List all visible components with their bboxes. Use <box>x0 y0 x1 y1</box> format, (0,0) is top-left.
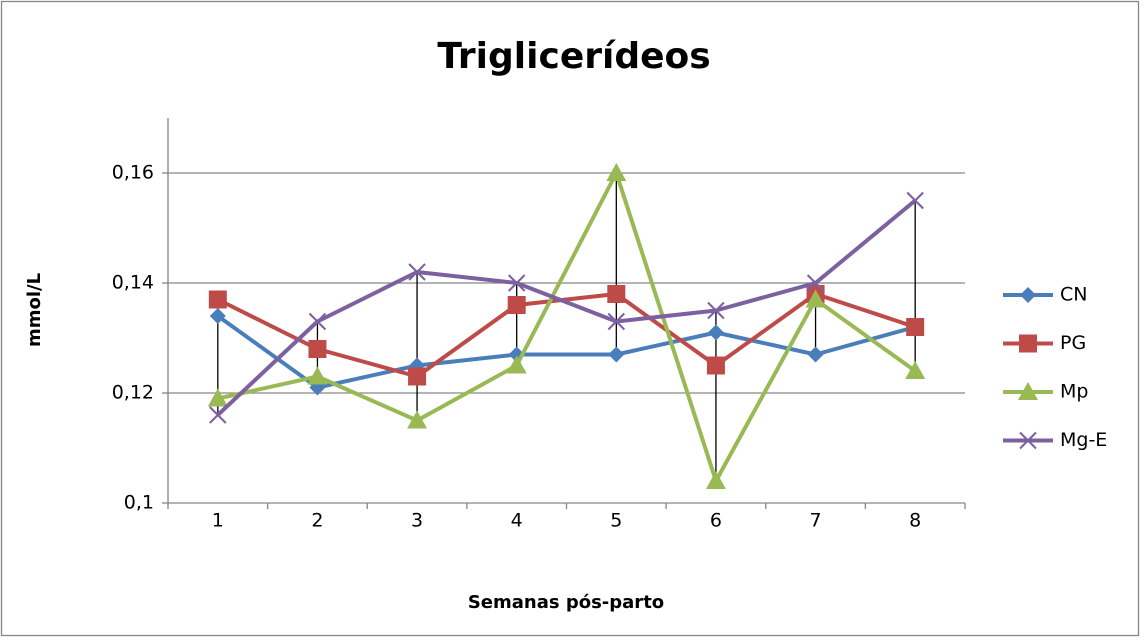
data-point <box>707 324 724 341</box>
series-line <box>216 198 917 417</box>
legend-label: Mp <box>1060 381 1088 403</box>
data-point <box>507 296 526 314</box>
legend-label: PG <box>1060 332 1086 354</box>
data-point <box>705 471 726 489</box>
chart-title: Triglicerídeos <box>437 36 710 77</box>
x-axis-title: Semanas pós-parto <box>468 592 664 613</box>
data-point <box>407 410 428 429</box>
data-point <box>207 388 228 407</box>
data-point <box>308 312 327 331</box>
data-point <box>408 367 427 386</box>
y-tick-label: 0,1 <box>124 492 154 514</box>
y-axis-title: mmol/L <box>24 273 45 347</box>
data-point <box>608 346 625 363</box>
data-point <box>906 191 924 210</box>
y-tick-label: 0,16 <box>112 162 154 184</box>
data-point <box>707 301 725 320</box>
data-point <box>906 318 925 336</box>
legend-label: CN <box>1060 284 1087 306</box>
data-point <box>209 406 227 424</box>
x-tick-label: 2 <box>311 510 323 532</box>
data-point <box>208 290 227 309</box>
data-point <box>607 285 626 303</box>
legend-marker <box>1018 382 1038 400</box>
y-tick-label: 0,14 <box>112 272 154 294</box>
x-tick-label: 7 <box>810 510 822 532</box>
x-tick-label: 5 <box>610 510 622 532</box>
legend-label: Mg-E <box>1060 429 1107 451</box>
legend-marker <box>1019 334 1037 353</box>
series-line <box>216 292 916 379</box>
data-point <box>408 263 426 281</box>
data-point <box>807 346 824 363</box>
data-point <box>607 312 626 331</box>
x-tick-label: 6 <box>710 510 722 532</box>
series-line <box>217 171 917 483</box>
data-point <box>507 274 526 292</box>
y-tick-label: 0,12 <box>112 382 154 404</box>
data-point <box>209 308 226 324</box>
data-point <box>806 274 825 292</box>
x-tick-label: 3 <box>411 510 423 532</box>
data-point <box>706 356 725 375</box>
data-point <box>307 366 328 385</box>
legend-marker <box>1020 287 1036 303</box>
data-point <box>506 355 527 374</box>
data-point <box>606 163 627 181</box>
x-tick-label: 4 <box>511 510 523 532</box>
x-tick-label: 1 <box>212 510 224 532</box>
data-point <box>805 289 826 308</box>
legend-marker <box>1019 431 1037 450</box>
data-point <box>308 340 327 358</box>
data-point <box>905 361 926 379</box>
x-tick-label: 8 <box>909 510 921 532</box>
